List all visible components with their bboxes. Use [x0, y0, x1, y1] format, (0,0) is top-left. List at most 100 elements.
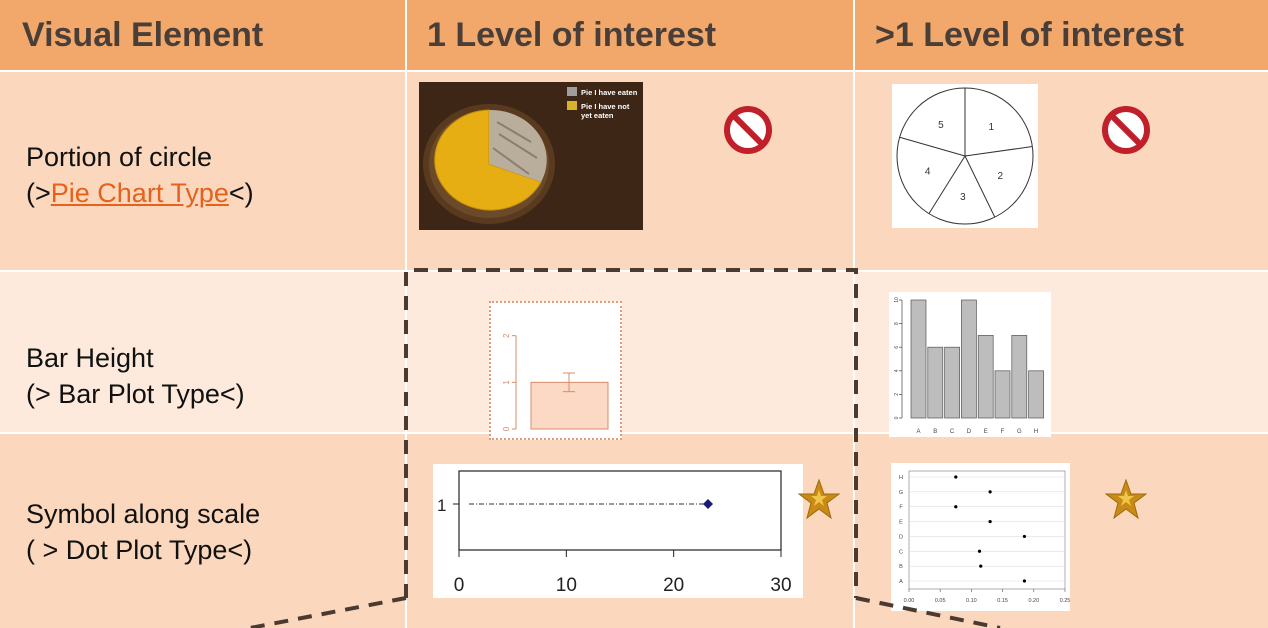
y-tick-label: 8	[894, 322, 900, 325]
x-tick-label: 0.00	[904, 598, 915, 604]
x-tick-label: 20	[663, 575, 684, 596]
dot-row-label: Symbol along scale ( > Dot Plot Type<)	[26, 496, 396, 568]
no-icon	[1102, 106, 1150, 154]
x-tick-label: H	[1034, 429, 1038, 435]
x-tick-label: F	[1001, 429, 1005, 435]
y-tick-label: 2	[894, 393, 900, 396]
x-tick-label: B	[933, 429, 937, 435]
header-label: 1 Level of interest	[427, 15, 717, 54]
dot-point	[988, 519, 992, 524]
pie-slice-edge	[964, 146, 1033, 157]
pie-slice-edge	[899, 136, 966, 157]
bar-single-group: 0 1 2	[502, 333, 609, 431]
no-icon	[724, 106, 772, 154]
legend-not-eaten-2: yet eaten	[581, 111, 614, 120]
y-tick-label: 0	[894, 416, 900, 419]
y-tick-label: 1	[502, 380, 511, 385]
pie-slice-label: 5	[938, 120, 944, 131]
y-category-label: D	[899, 534, 903, 540]
plot-frame	[458, 470, 782, 551]
dot-multi-group: A B C D E F G H 0.00 0.05 0.10 0.15 0.20 0.25	[899, 470, 1070, 604]
dot-point	[979, 564, 983, 568]
bar-multi-thumb: 0 2 4 6 8 10 A B C D E F G H	[889, 292, 1051, 437]
bar	[977, 335, 994, 419]
bar-row-label: Bar Height (> Bar Plot Type<)	[26, 340, 396, 412]
dot-single-thumb: 1 0 10 20 30	[433, 464, 803, 598]
x-tick-label: 0.20	[1028, 598, 1039, 604]
bar-single-thumb: 0 1 2	[489, 301, 622, 440]
x-tick-label: 0.15	[997, 598, 1008, 604]
bar-row-title: Bar Height	[26, 343, 154, 373]
x-tick-label: C	[950, 429, 955, 435]
row-bar-label-cell	[0, 272, 405, 432]
y-tick-label: 0	[502, 426, 511, 431]
dot-row-subtitle: ( > Dot Plot Type<)	[26, 535, 253, 565]
x-tick-label: E	[984, 429, 988, 435]
bar-row-subtitle: (> Bar Plot Type<)	[26, 379, 245, 409]
dot-point	[977, 549, 982, 553]
y-category-label: A	[899, 579, 903, 585]
dot-multi-thumb: A B C D E F G H 0.00 0.05 0.10 0.15 0.20 0.25	[891, 463, 1070, 611]
star-icon	[1105, 478, 1147, 520]
header-visual-element: Visual Element	[0, 0, 405, 70]
pie-chart-svg: 1 2 3 4 5	[896, 87, 1034, 225]
bar	[1011, 335, 1028, 419]
bar	[944, 346, 960, 419]
pie-photo: Pie I have eaten Pie I have not yet eate…	[419, 82, 643, 230]
y-tick-label: 2	[502, 333, 511, 338]
legend-not-eaten: Pie I have not	[581, 102, 630, 111]
dot-point	[1022, 534, 1027, 539]
y-category-label: F	[899, 505, 903, 511]
pie-slice-label: 1	[988, 122, 994, 133]
pie-row-subtitle: (>Pie Chart Type<)	[26, 175, 396, 211]
x-tick-label: 10	[556, 575, 577, 596]
pie-slice-label: 2	[998, 171, 1004, 182]
dot-row-title: Symbol along scale	[26, 499, 261, 529]
pie-chart-thumb: 1 2 3 4 5	[892, 84, 1038, 228]
pie-row-title: Portion of circle	[26, 142, 213, 172]
bar-multi-svg: 0 2 4 6 8 10 A B C D E F G H	[894, 297, 1044, 435]
x-tick-label: 0.25	[1060, 598, 1070, 604]
dot-multi-svg: A B C D E F G H 0.00 0.05 0.10 0.15 0.20 0.25	[899, 470, 1070, 604]
legend-eaten: Pie I have eaten	[581, 88, 638, 97]
header-multi-level: >1 Level of interest	[855, 0, 1268, 70]
pie-slice-edge	[928, 155, 966, 214]
x-tick-label: G	[1017, 429, 1022, 435]
pie-chart-type-link[interactable]: Pie Chart Type	[50, 178, 229, 208]
dot-single-group: 10 10 20 30	[437, 470, 792, 596]
bar	[994, 370, 1011, 419]
x-tick-label: 0.05	[935, 598, 946, 604]
pie-slice-label: 4	[925, 166, 931, 177]
y-tick-label: 4	[894, 369, 900, 372]
x-tick-label: 0.10	[966, 598, 977, 604]
y-category-label: G	[899, 490, 903, 496]
bar	[961, 299, 977, 419]
bar-single-svg: 0 1 2	[502, 333, 609, 431]
star-icon	[798, 478, 840, 520]
y-category-label: C	[899, 549, 903, 555]
y-category-label: E	[899, 520, 903, 526]
header-one-level: 1 Level of interest	[407, 0, 853, 70]
y-category-label: H	[899, 475, 903, 481]
bar	[1028, 370, 1044, 419]
dot-point	[954, 505, 958, 509]
row-dot-label-cell	[0, 434, 405, 628]
pie-photo-image: Pie I have eaten Pie I have not yet eate…	[419, 82, 643, 230]
pie-slice-label: 3	[960, 192, 966, 203]
pie-chart-group: 1 2 3 4 5	[896, 87, 1034, 225]
pie-row-label: Portion of circle (>Pie Chart Type<)	[26, 139, 396, 211]
row-bar-single-cell	[407, 272, 853, 432]
bar	[927, 346, 944, 419]
header-label: Visual Element	[22, 15, 264, 54]
dot-point	[1022, 579, 1027, 583]
row-pie-label-cell	[0, 72, 405, 270]
pie-slice-edge	[964, 155, 996, 218]
x-tick-label: 0	[454, 575, 465, 596]
x-tick-label: A	[916, 429, 920, 435]
header-label: >1 Level of interest	[875, 15, 1184, 54]
y-tick-label: 6	[894, 346, 900, 349]
bar	[910, 299, 927, 419]
x-tick-label: D	[967, 429, 972, 435]
paren-close: <)	[228, 178, 254, 208]
